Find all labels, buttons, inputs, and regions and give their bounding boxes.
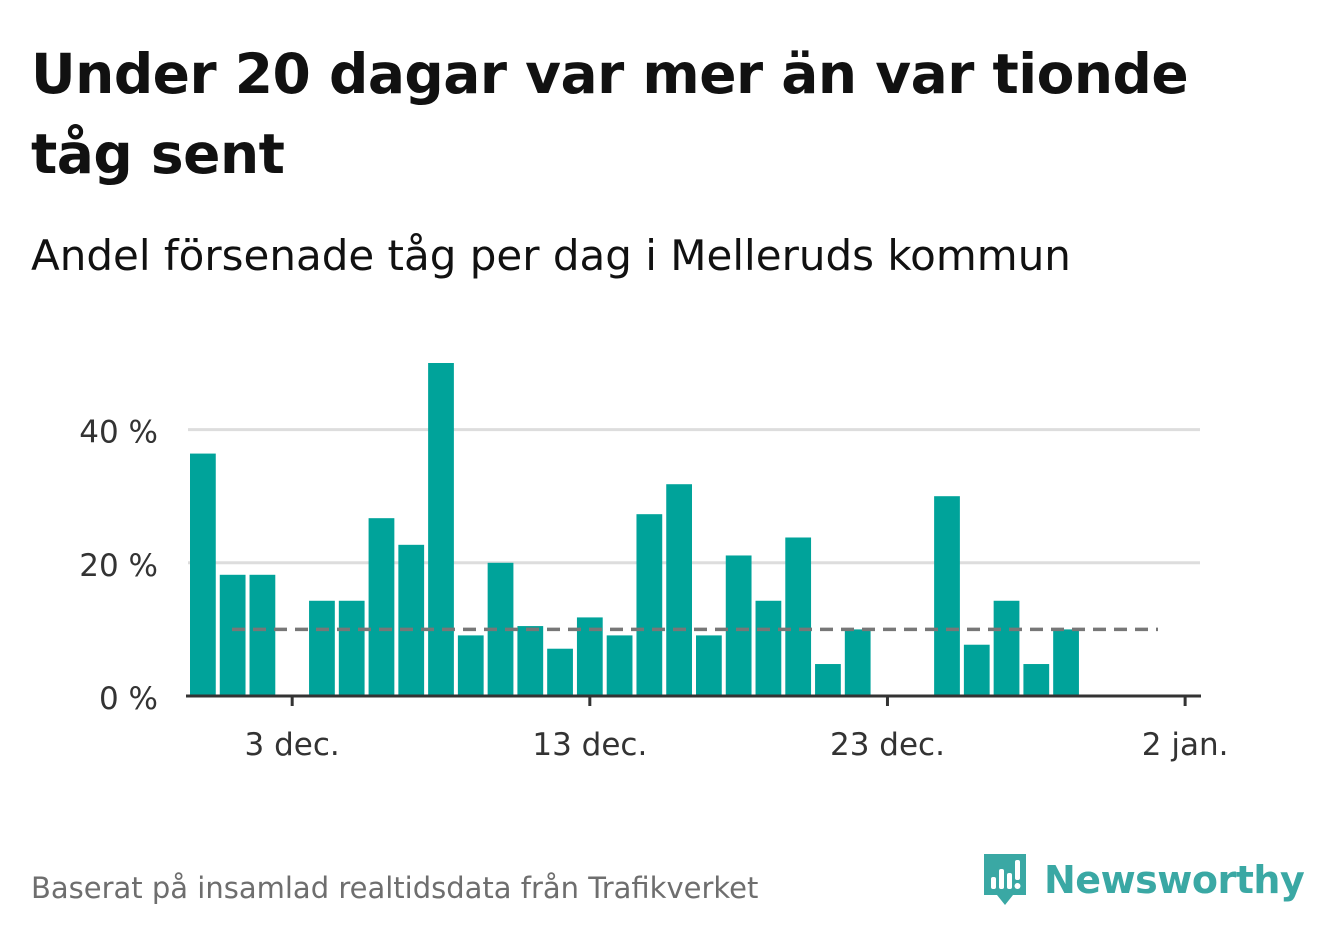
bar — [457, 635, 484, 696]
newsworthy-logo-text: Newsworthy — [1044, 858, 1305, 902]
bar — [934, 496, 960, 696]
x-tick-label: 2 jan. — [1142, 727, 1229, 763]
bar — [190, 453, 216, 696]
newsworthy-logo-icon — [984, 854, 1026, 905]
bar — [993, 600, 1020, 696]
y-tick-label: 0 % — [99, 681, 158, 717]
chart-subtitle: Andel försenade tåg per dag i Melleruds … — [31, 231, 1071, 280]
x-tick-label: 3 dec. — [245, 727, 340, 763]
bar — [636, 514, 663, 696]
bar — [398, 544, 425, 696]
x-axis: 3 dec. 13 dec. 23 dec. 2 jan. — [186, 694, 1229, 763]
bar — [428, 363, 454, 696]
y-tick-label: 40 % — [79, 415, 158, 451]
x-tick-label: 13 dec. — [532, 727, 647, 763]
bar — [666, 484, 692, 696]
bar — [755, 600, 782, 696]
source-note: Baserat på insamlad realtidsdata från Tr… — [31, 871, 759, 905]
bar — [844, 629, 871, 696]
bar — [249, 574, 276, 696]
bar — [725, 555, 752, 696]
bar — [785, 537, 812, 696]
gridlines — [188, 428, 1200, 565]
bar — [1053, 629, 1079, 696]
bar — [219, 574, 246, 696]
chart-title: Under 20 dagar var mer än var tionde tåg… — [31, 42, 1189, 186]
bars — [190, 363, 1079, 696]
y-tick-label: 20 % — [79, 548, 158, 584]
bar — [815, 664, 841, 696]
bar — [368, 518, 395, 696]
x-tick-label: 23 dec. — [830, 727, 945, 763]
bar — [309, 600, 335, 696]
bar — [963, 644, 990, 696]
bar — [547, 648, 573, 696]
bar-chart: 0 % 20 % 40 % 3 dec. 13 dec. 23 dec. 2 jan. — [79, 363, 1229, 763]
bar — [517, 626, 544, 696]
bar — [1023, 664, 1050, 696]
bar — [696, 635, 722, 696]
bar — [338, 600, 365, 696]
bar — [606, 635, 633, 696]
newsworthy-logo: Newsworthy — [980, 850, 1305, 910]
y-axis-labels: 0 % 20 % 40 % — [79, 415, 158, 717]
